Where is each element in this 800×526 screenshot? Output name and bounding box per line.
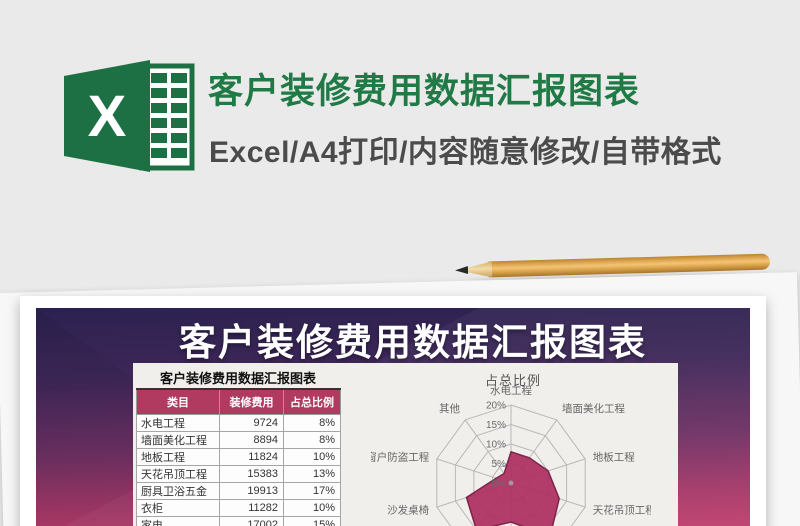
radar-axis-label: 水电工程 [490, 384, 532, 397]
grid-spoke [464, 419, 512, 484]
grid-ring [454, 423, 568, 526]
cell-label: 家电 [136, 516, 220, 526]
cell-value: 17002 [219, 516, 284, 526]
radar-axis-label: 天花吊顶工程 [593, 503, 651, 516]
cell-percent: 13% [283, 465, 341, 483]
cell-value: 15383 [219, 465, 284, 483]
cell-percent: 17% [283, 482, 341, 500]
preview-title: 客户装修费用数据汇报图表 [179, 322, 647, 363]
radar-axis-label: 地板工程 [593, 451, 635, 464]
radar-chart: 0%5%10%15%20%水电工程墙面美化工程地板工程天花吊顶工程厨具卫浴五金衣… [371, 384, 651, 526]
radar-series [465, 450, 560, 526]
cell-value: 11824 [219, 448, 284, 466]
pencil-lead-tip [455, 266, 468, 274]
cost-table-body: 水电工程 9724 8% 墙面美化工程 8894 8% 地板工程 11824 10% 天花吊顶工程… [136, 414, 341, 526]
axis-tick: 15% [486, 420, 506, 431]
table-row: 厨具卫浴五金 19913 17% [136, 482, 341, 500]
cell-label: 天花吊顶工程 [136, 465, 220, 483]
product-title: 客户装修费用数据汇报图表 [208, 72, 641, 111]
table-row: 地板工程 11824 10% [136, 448, 341, 466]
logo-cover [64, 60, 150, 172]
cell-label: 水电工程 [136, 414, 220, 432]
radar-chart-title: 占总比例 [484, 373, 541, 388]
column-header: 装修费用 [219, 388, 284, 415]
radar-axis-label: 沙发桌椅 [387, 503, 429, 516]
template-preview: 客户装修费用数据汇报图表 客户装修费用数据汇报图表 类目 装修费用 占总比例 水电工… [36, 308, 750, 526]
axis-tick: 0% [492, 479, 507, 490]
table-row: 水电工程 9724 8% [136, 414, 341, 432]
radar-axis-label: 其他 [439, 402, 460, 415]
cell-value: 9724 [219, 414, 284, 432]
cell-percent: 10% [283, 499, 341, 517]
table-row: 墙面美化工程 8894 8% [136, 431, 341, 449]
radar-axis-label: 窗户防盗工程 [371, 451, 430, 464]
cell-percent: 15% [283, 516, 341, 526]
cell-value: 11282 [219, 499, 284, 517]
cell-label: 墙面美化工程 [136, 431, 220, 449]
column-header: 类目 [136, 388, 220, 415]
table-row: 衣柜 11282 10% [136, 499, 341, 517]
cell-label: 衣柜 [136, 499, 220, 517]
table-row: 天花吊顶工程 15383 13% [136, 465, 341, 483]
product-subtitle: Excel/A4打印/内容随意修改/自带格式 [209, 136, 722, 169]
cell-label: 厨具卫浴五金 [136, 482, 220, 500]
grid-ring [436, 404, 586, 526]
radar-center-dot [508, 480, 514, 486]
radar-axis-label: 墙面美化工程 [562, 402, 625, 415]
cell-percent: 8% [283, 431, 341, 449]
paper-sheet: 客户装修费用数据汇报图表 客户装修费用数据汇报图表 类目 装修费用 占总比例 水电工… [20, 296, 766, 526]
axis-tick: 10% [486, 440, 506, 451]
cell-value: 19913 [219, 482, 284, 500]
logo-sheet-cells [151, 73, 187, 158]
logo-x-glyph: X [88, 84, 127, 149]
table-header-row: 类目 装修费用 占总比例 [136, 388, 341, 415]
cell-percent: 10% [283, 448, 341, 466]
axis-tick: 5% [492, 459, 507, 470]
table-row: 家电 17002 15% [136, 516, 341, 526]
excel-logo-icon: X [64, 60, 195, 172]
cell-value: 8894 [219, 431, 284, 449]
column-header: 占总比例 [283, 388, 341, 415]
cost-table: 类目 装修费用 占总比例 水电工程 9724 8% 墙面美化工程 8894 8% 地板工程 118… [136, 388, 341, 526]
table-title: 客户装修费用数据汇报图表 [159, 371, 316, 386]
axis-tick: 20% [486, 401, 506, 412]
cell-label: 地板工程 [136, 448, 220, 466]
cell-percent: 8% [283, 414, 341, 432]
worksheet-panel: 客户装修费用数据汇报图表 类目 装修费用 占总比例 水电工程 9724 8% 墙面美化工程… [133, 363, 678, 526]
